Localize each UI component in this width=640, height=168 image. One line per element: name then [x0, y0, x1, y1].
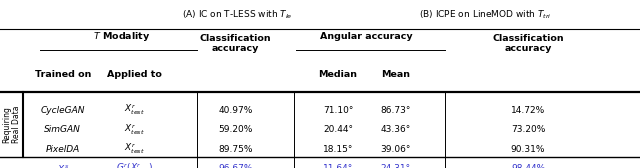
- Text: $X^r_{test}$: $X^r_{test}$: [124, 103, 145, 117]
- Text: $G^r(X^r_{test})$: $G^r(X^r_{test})$: [116, 162, 153, 168]
- Text: $X^r_{test}$: $X^r_{test}$: [124, 123, 145, 137]
- Text: Requiring
Real Data: Requiring Real Data: [2, 106, 21, 143]
- Text: 59.20%: 59.20%: [218, 125, 253, 134]
- Text: CycleGAN: CycleGAN: [40, 106, 85, 115]
- Text: 73.20%: 73.20%: [511, 125, 545, 134]
- Text: Trained on: Trained on: [35, 70, 91, 79]
- Text: Classification
accuracy: Classification accuracy: [492, 34, 564, 53]
- Text: 86.73°: 86.73°: [380, 106, 411, 115]
- Text: 11.64°: 11.64°: [323, 164, 353, 168]
- Text: 98.44%: 98.44%: [511, 164, 545, 168]
- Text: 39.06°: 39.06°: [380, 145, 411, 154]
- Text: 71.10°: 71.10°: [323, 106, 353, 115]
- Text: (B) ICPE on LineMOD with $T_{tri}$: (B) ICPE on LineMOD with $T_{tri}$: [419, 8, 552, 20]
- Text: 20.44°: 20.44°: [323, 125, 353, 134]
- Text: 40.97%: 40.97%: [218, 106, 253, 115]
- Text: Applied to: Applied to: [107, 70, 162, 79]
- Text: SimGAN: SimGAN: [44, 125, 81, 134]
- Text: $T$ Modality: $T$ Modality: [93, 30, 150, 44]
- Text: 43.36°: 43.36°: [380, 125, 411, 134]
- Text: (A) IC on T-LESS with $T_{le}$: (A) IC on T-LESS with $T_{le}$: [182, 8, 292, 20]
- Text: 96.67%: 96.67%: [218, 164, 253, 168]
- Text: 24.31°: 24.31°: [380, 164, 411, 168]
- Text: Median: Median: [319, 70, 357, 79]
- Text: Mean: Mean: [381, 70, 410, 79]
- Text: Angular accuracy: Angular accuracy: [321, 32, 413, 41]
- Text: $X^s$: $X^s$: [56, 163, 69, 168]
- Text: 14.72%: 14.72%: [511, 106, 545, 115]
- Text: 90.31%: 90.31%: [511, 145, 545, 154]
- Text: Classification
accuracy: Classification accuracy: [200, 34, 271, 53]
- Text: 89.75%: 89.75%: [218, 145, 253, 154]
- Text: 18.15°: 18.15°: [323, 145, 353, 154]
- Text: $X^r_{test}$: $X^r_{test}$: [124, 142, 145, 156]
- Text: PixelDA: PixelDA: [45, 145, 80, 154]
